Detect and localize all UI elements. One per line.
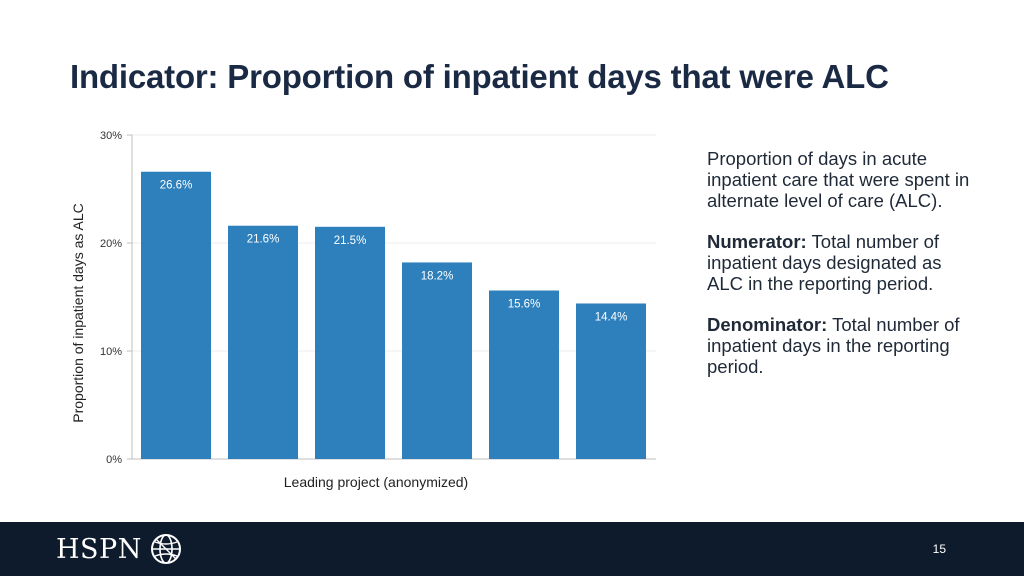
footer-bar: HSPN 15	[0, 522, 1024, 576]
bar-data-label: 21.5%	[334, 235, 367, 247]
y-tick-label: 10%	[100, 346, 122, 358]
bar-data-label: 18.2%	[421, 270, 454, 282]
bar	[576, 303, 646, 459]
denominator-label: Denominator:	[707, 314, 828, 335]
numerator-text: Total number of inpatient days designate…	[707, 231, 942, 294]
denominator-paragraph: Denominator: Total number of inpatient d…	[707, 314, 977, 377]
denominator-text: Total number of inpatient days in the re…	[707, 314, 960, 377]
bar-data-label: 21.6%	[247, 234, 280, 246]
numerator-paragraph: Numerator: Total number of inpatient day…	[707, 231, 977, 294]
y-tick-label: 0%	[106, 454, 122, 466]
bar-data-label: 14.4%	[595, 311, 628, 323]
globe-icon	[150, 534, 181, 564]
page-number: 15	[932, 542, 946, 556]
bar-chart: 0% 10% 20% 30% 26.6% 21.6% 21.5% 18.2% 15.6% 14.4…	[70, 130, 656, 490]
bar	[489, 290, 559, 459]
chart-canvas: 0% 10% 20% 30% 26.6% 21.6% 21.5% 18.2% 15.6% 14.4…	[70, 130, 656, 490]
page-title: Indicator: Proportion of inpatient days …	[70, 58, 889, 95]
hspn-logo: HSPN	[56, 532, 182, 566]
y-tick-label: 30%	[100, 130, 122, 142]
logo-text: HSPN	[56, 533, 142, 565]
bar	[141, 171, 211, 459]
definition-text: Proportion of days in acute inpatient ca…	[707, 148, 970, 211]
bar	[228, 225, 298, 459]
y-tick-label: 20%	[100, 238, 122, 250]
x-axis-label: Leading project (anonymized)	[284, 474, 468, 490]
bar	[402, 262, 472, 459]
bar	[315, 226, 385, 459]
bar-data-label: 15.6%	[508, 299, 541, 311]
bar-data-label: 26.6%	[160, 180, 193, 192]
y-axis-label: Proportion of inpatient days as ALC	[70, 203, 86, 422]
numerator-label: Numerator:	[707, 231, 807, 252]
indicator-description: Proportion of days in acute inpatient ca…	[707, 148, 977, 397]
